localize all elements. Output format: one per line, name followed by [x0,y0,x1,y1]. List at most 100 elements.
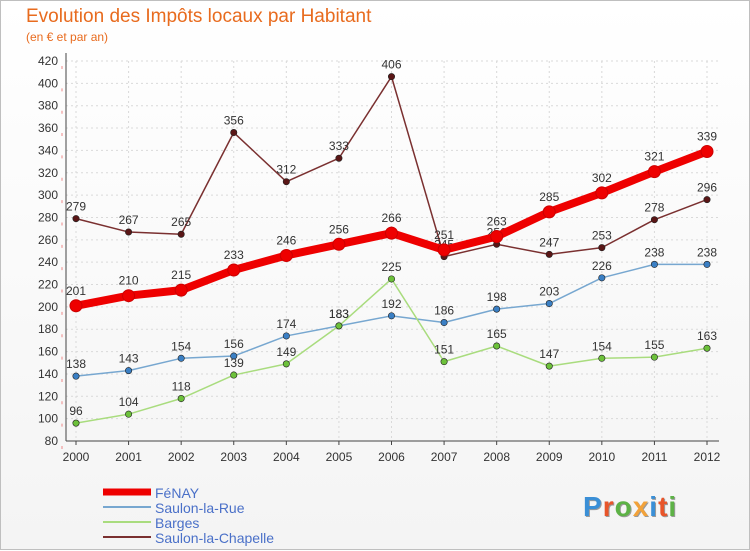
data-point-saulon-la-rue [650,260,658,268]
y-tick-label: 300 [38,188,58,202]
data-label-saulon-la-rue: 174 [276,317,296,331]
data-point-barges [493,342,501,350]
y-tick-label: 80 [45,434,59,448]
x-tick-label: 2001 [115,450,142,464]
data-point-saulon-la-chapelle [125,228,133,236]
data-point-saulon-la-rue [545,300,553,308]
data-point-fenay [647,165,661,179]
data-point-fenay [174,283,188,297]
data-point-saulon-la-rue [125,367,133,375]
data-label-saulon-la-chapelle: 356 [224,114,244,128]
data-point-barges [545,362,553,370]
y-tick-label: 320 [38,166,58,180]
data-point-fenay [279,248,293,262]
data-label-barges: 154 [592,339,612,353]
data-label-barges: 163 [697,329,717,343]
data-point-saulon-la-chapelle [282,178,290,186]
data-label-saulon-la-rue: 138 [66,357,86,371]
data-label-barges: 139 [224,356,244,370]
data-label-barges: 183 [329,307,349,321]
data-label-barges: 225 [381,260,401,274]
data-label-fenay: 256 [329,222,349,236]
data-label-saulon-la-chapelle: 406 [381,58,401,72]
data-point-barges [177,395,185,403]
logo-letter: i [668,491,678,522]
y-tick-label: 340 [38,143,58,157]
x-tick-label: 2011 [642,450,668,464]
data-label-barges: 147 [539,347,559,361]
y-tick-label: 380 [38,99,58,113]
data-point-fenay [69,299,83,313]
logo-letter: o [614,491,633,522]
y-tick-label: 220 [38,278,58,292]
x-tick-label: 2010 [588,450,615,464]
y-tick-label: 100 [38,412,58,426]
data-point-barges [440,358,448,366]
legend-label: Barges [155,515,199,531]
data-label-saulon-la-chapelle: 267 [119,213,139,227]
data-label-saulon-la-rue: 156 [224,337,244,351]
logo-letter: t [658,491,669,522]
data-label-saulon-la-chapelle: 296 [697,181,717,195]
data-label-saulon-la-rue: 183 [329,307,349,321]
data-label-saulon-la-rue: 198 [487,290,507,304]
data-label-fenay: 321 [644,150,664,164]
data-label-barges: 151 [434,343,454,357]
x-tick-label: 2003 [220,450,247,464]
y-tick-label: 140 [38,367,58,381]
data-point-fenay [542,205,556,219]
y-tick-label: 420 [38,54,58,68]
data-label-saulon-la-rue: 238 [644,245,664,259]
data-label-saulon-la-chapelle: 278 [644,201,664,215]
data-label-fenay: 285 [539,190,559,204]
data-label-barges: 104 [119,395,139,409]
x-tick-label: 2006 [378,450,405,464]
data-point-saulon-la-chapelle [177,230,185,238]
data-label-fenay: 201 [66,284,86,298]
data-point-fenay [227,263,241,277]
data-label-fenay: 233 [224,248,244,262]
y-tick-label: 120 [38,389,58,403]
data-point-saulon-la-chapelle [387,73,395,81]
y-tick-label: 160 [38,345,58,359]
y-tick-label: 260 [38,233,58,247]
x-tick-label: 2009 [536,450,563,464]
data-point-barges [703,344,711,352]
chart-subtitle: (en € et par an) [26,30,109,44]
data-label-saulon-la-rue: 186 [434,304,454,318]
data-point-saulon-la-chapelle [703,196,711,204]
data-label-fenay: 210 [119,274,139,288]
x-tick-label: 2004 [273,450,300,464]
x-tick-label: 2008 [483,450,510,464]
data-label-saulon-la-rue: 143 [119,352,139,366]
data-point-barges [335,322,343,330]
data-point-barges [282,360,290,368]
data-point-saulon-la-rue [282,332,290,340]
proxiti-logo: Proxiti [583,491,677,523]
data-point-barges [598,354,606,362]
data-label-saulon-la-chapelle: 279 [66,200,86,214]
data-point-barges [230,371,238,379]
data-label-saulon-la-chapelle: 333 [329,139,349,153]
data-label-fenay: 263 [487,214,507,228]
data-point-fenay [385,226,398,240]
data-label-saulon-la-chapelle: 312 [276,163,296,177]
data-label-barges: 155 [644,338,664,352]
data-point-saulon-la-rue [440,319,448,327]
x-tick-label: 2007 [431,450,458,464]
y-tick-label: 200 [38,300,58,314]
logo-letter: r [602,491,615,522]
data-point-saulon-la-chapelle [650,216,658,224]
data-point-saulon-la-rue [598,274,606,282]
data-point-fenay [122,289,136,303]
chart-title: Evolution des Impôts locaux par Habitant [26,6,372,27]
data-point-saulon-la-rue [230,352,238,360]
data-point-barges [650,353,658,361]
data-label-fenay: 302 [592,171,612,185]
x-tick-label: 2005 [326,450,353,464]
data-label-barges: 118 [172,380,191,394]
data-label-saulon-la-rue: 192 [381,297,401,311]
data-point-fenay [595,186,609,200]
